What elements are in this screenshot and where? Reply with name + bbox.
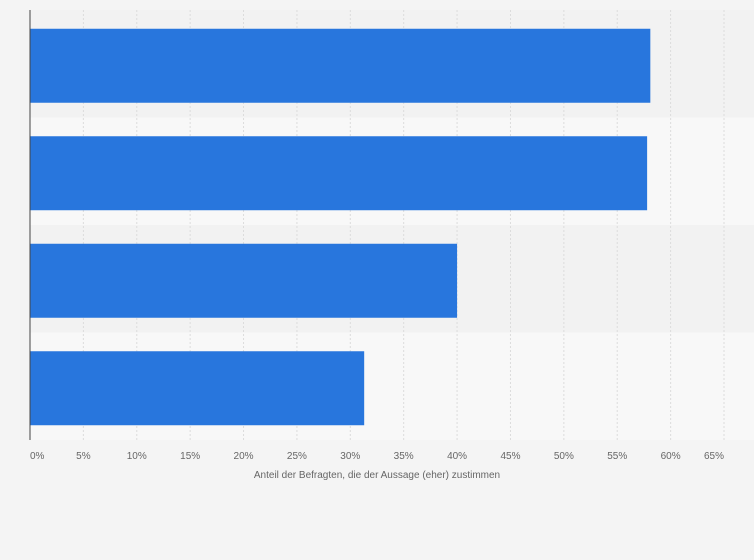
bar xyxy=(30,351,365,426)
bars xyxy=(30,28,651,426)
x-tick-label: 10% xyxy=(127,451,147,462)
x-tick-label: 60% xyxy=(661,451,681,462)
x-tick-label: 65% xyxy=(704,451,724,462)
bar xyxy=(30,136,648,211)
x-tick-label: 20% xyxy=(234,451,254,462)
x-tick-label: 55% xyxy=(607,451,627,462)
x-tick-label: 0% xyxy=(30,451,45,462)
bar xyxy=(30,243,458,318)
x-tick-label: 40% xyxy=(447,451,467,462)
x-tick-label: 25% xyxy=(287,451,307,462)
x-tick-label: 45% xyxy=(500,451,520,462)
x-tick-label: 15% xyxy=(180,451,200,462)
x-axis-title: Anteil der Befragten, die der Aussage (e… xyxy=(254,470,500,481)
x-tick-label: 35% xyxy=(394,451,414,462)
x-tick-labels: 0% 5% 10% 15% 20% 25% 30% 35% 40% 45% 50% 55% 60% 65% xyxy=(30,451,724,462)
bar xyxy=(30,28,651,103)
x-tick-label: 30% xyxy=(340,451,360,462)
x-tick-label: 50% xyxy=(554,451,574,462)
x-tick-label: 5% xyxy=(76,451,91,462)
